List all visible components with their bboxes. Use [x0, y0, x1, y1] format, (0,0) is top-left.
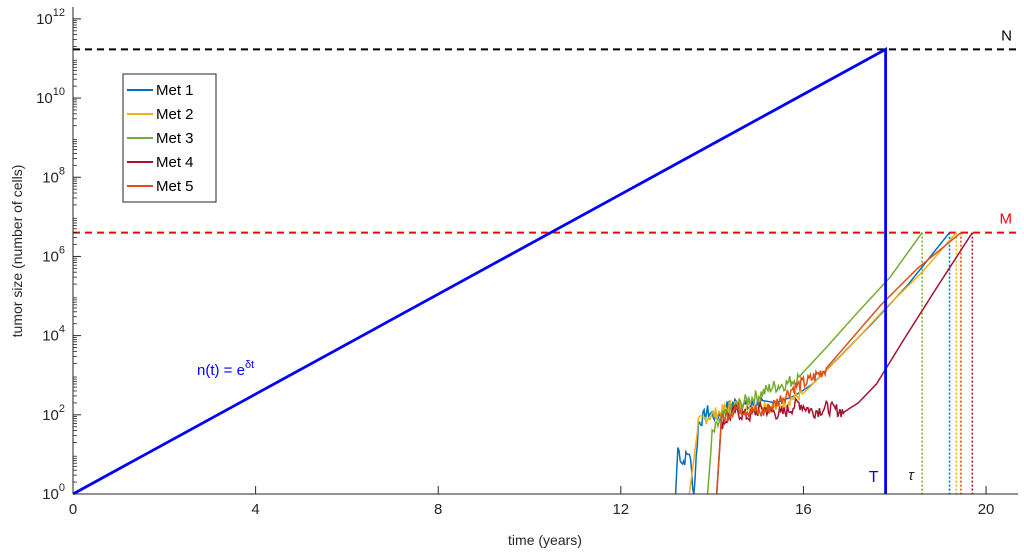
series-line-met-5 [715, 232, 962, 495]
legend-label-met-4: Met 4 [156, 154, 194, 171]
primary-tumor-label: n(t) = eδt [197, 359, 254, 379]
y-tick-label: 108 [42, 165, 65, 186]
y-tick-label: 1010 [36, 86, 65, 107]
x-tick-label: 20 [978, 501, 995, 518]
T-label: T [869, 469, 879, 486]
legend-label-met-1: Met 1 [156, 82, 194, 99]
x-axis-label: time (years) [508, 532, 582, 548]
series-line-met-4 [715, 232, 973, 495]
x-tick-label: 12 [612, 501, 629, 518]
legend-label-met-5: Met 5 [156, 178, 194, 195]
x-tick-label: 8 [434, 501, 442, 518]
legend-label-met-3: Met 3 [156, 130, 194, 147]
axes: 0 4 8 12 16 20 100 102 104 106 108 1010 1012 [36, 7, 1018, 518]
threshold-label-n: N [1001, 27, 1012, 44]
plot-area: N Mn(t) = eδt T τ [72, 27, 1018, 496]
legend-label-met-2: Met 2 [156, 106, 194, 123]
y-tick-label: 106 [42, 244, 65, 265]
x-tick-label: 0 [69, 501, 77, 518]
primary-tumor-line [72, 46, 888, 496]
y-axis-label: tumor size (number of cells) [9, 165, 25, 338]
tau-label: τ [908, 467, 915, 484]
y-tick-label: 100 [42, 482, 65, 503]
threshold-label-m: M [1000, 211, 1013, 228]
y-tick-label: 102 [42, 403, 65, 424]
legend: Met 1 Met 2 Met 3 Met 4 Met 5 [122, 73, 217, 203]
y-tick-label: 1012 [36, 7, 65, 28]
y-tick-label: 104 [42, 324, 65, 345]
x-tick-label: 16 [795, 501, 812, 518]
x-tick-label: 4 [251, 501, 259, 518]
